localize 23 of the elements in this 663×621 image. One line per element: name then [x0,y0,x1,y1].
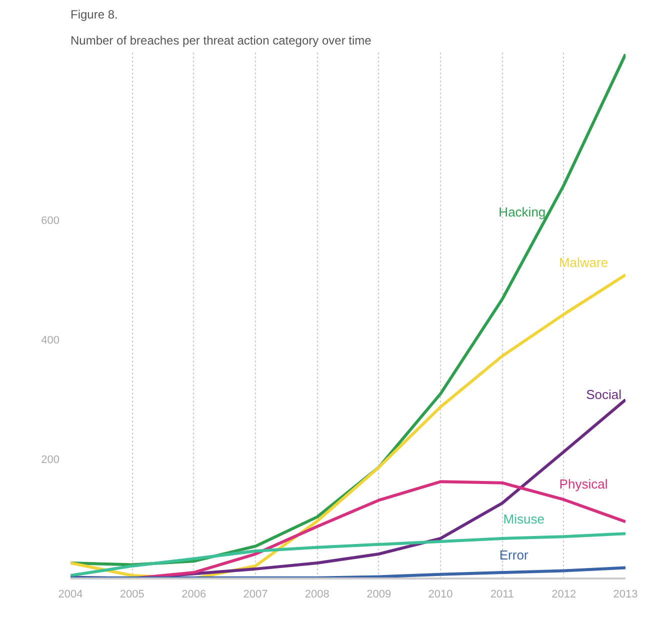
x-tick-label: 2005 [120,588,144,600]
x-tick-label: 2009 [366,588,392,600]
series-label: Misuse [503,512,544,527]
series-label: Malware [558,254,608,270]
x-tick-label: 2007 [243,588,268,600]
y-tick-label: 200 [41,454,60,466]
series-label: Error [499,548,529,563]
chart-title: Figure 8. [70,8,118,22]
x-tick-label: 2006 [182,588,206,600]
chart-subtitle: Number of breaches per threat action category over time [70,34,372,48]
series-label: Physical [559,476,608,492]
line-series [70,566,626,578]
line-series [70,532,626,578]
x-tick-label: 2008 [304,588,330,600]
y-tick-label: 400 [41,334,60,346]
x-tick-label: 2012 [552,588,576,600]
series-label: Hacking [498,204,546,220]
x-tick-label: 2010 [428,588,453,600]
x-tick-label: 2004 [58,588,83,600]
x-tick-label: 2011 [490,588,514,600]
y-tick-label: 600 [41,214,60,227]
series-label: Social [586,386,622,402]
x-tick-label: 2013 [613,588,638,600]
